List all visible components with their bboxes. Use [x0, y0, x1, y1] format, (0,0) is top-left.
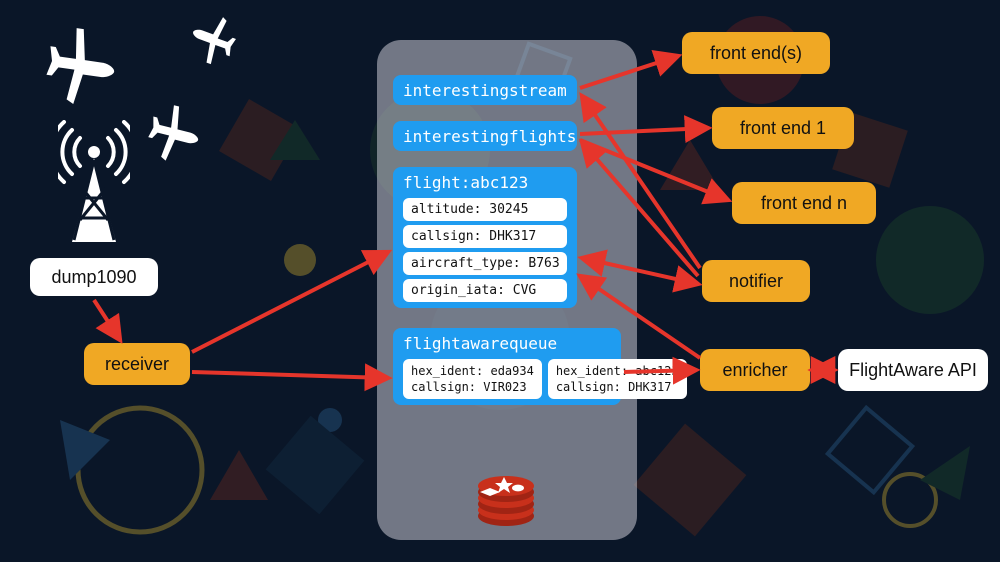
diagram-stage: dump1090 receiver front end(s) front end… — [0, 0, 1000, 562]
flight-field: aircraft_type: B763 — [403, 252, 567, 275]
antenna-icon — [58, 120, 130, 248]
block-interestingstream: interestingstream — [393, 75, 577, 105]
node-enricher: enricher — [700, 349, 810, 391]
node-label: FlightAware API — [849, 360, 977, 381]
block-title: flightawarequeue — [403, 334, 611, 353]
queue-items: hex_ident: eda934 callsign: VIR023hex_id… — [403, 359, 611, 399]
node-frontendn: front end n — [732, 182, 876, 224]
node-label: front end n — [761, 193, 847, 214]
node-label: enricher — [722, 360, 787, 381]
flight-field: altitude: 30245 — [403, 198, 567, 221]
airplane-icon — [28, 12, 130, 114]
redis-icon — [474, 470, 538, 528]
queue-item: hex_ident: eda934 callsign: VIR023 — [403, 359, 542, 399]
node-label: front end 1 — [740, 118, 826, 139]
block-title: flight:abc123 — [403, 173, 567, 192]
node-label: dump1090 — [51, 267, 136, 288]
flight-field: callsign: DHK317 — [403, 225, 567, 248]
airplane-icon — [177, 5, 251, 79]
node-label: receiver — [105, 354, 169, 375]
node-notifier: notifier — [702, 260, 810, 302]
flight-field: origin_iata: CVG — [403, 279, 567, 302]
block-title: interestingflights — [403, 127, 567, 146]
node-flightaware: FlightAware API — [838, 349, 988, 391]
block-title: interestingstream — [403, 81, 567, 100]
node-label: notifier — [729, 271, 783, 292]
node-dump1090: dump1090 — [30, 258, 158, 296]
block-flight-detail: flight:abc123 altitude: 30245 callsign: D… — [393, 167, 577, 308]
block-interestingflights: interestingflights — [393, 121, 577, 151]
node-frontend1: front end 1 — [712, 107, 854, 149]
queue-item: hex_ident: abc123 callsign: DHK317 — [548, 359, 687, 399]
flight-items: altitude: 30245 callsign: DHK317 aircraft_… — [403, 198, 567, 302]
node-frontends: front end(s) — [682, 32, 830, 74]
block-flightawarequeue: flightawarequeue hex_ident: eda934 calls… — [393, 328, 621, 405]
node-receiver: receiver — [84, 343, 190, 385]
node-label: front end(s) — [710, 43, 802, 64]
airplane-icon — [133, 91, 213, 171]
